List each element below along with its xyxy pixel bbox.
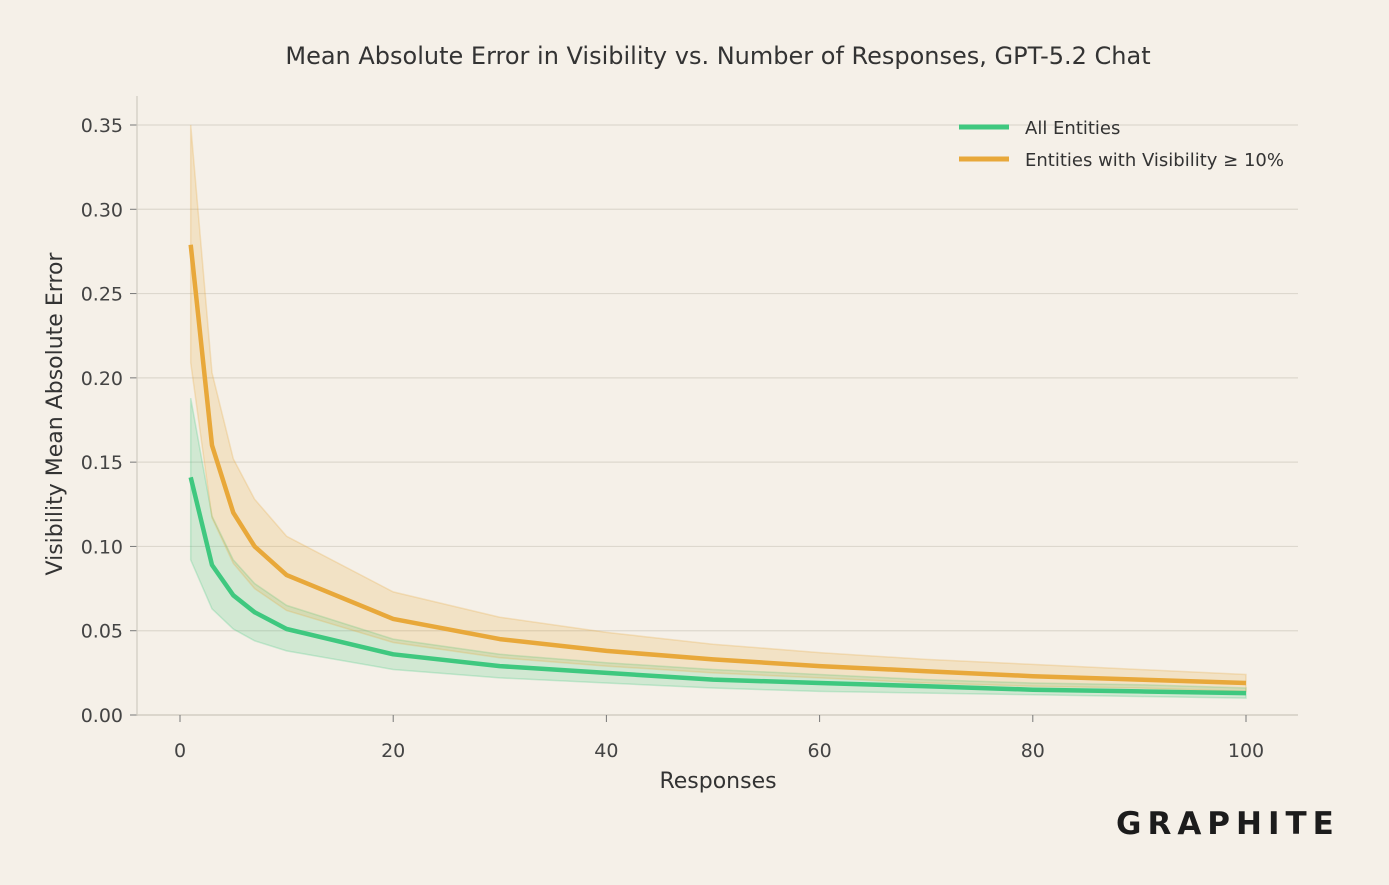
y-tick-label: 0.05 [81, 621, 123, 643]
y-tick-label: 0.15 [81, 452, 123, 474]
x-tick-label: 100 [1228, 740, 1264, 762]
confidence-band-visibility-10pct [189, 124, 1247, 693]
x-tick-label: 0 [174, 740, 186, 762]
x-tick-label: 60 [808, 740, 832, 762]
y-axis-label: Visibility Mean Absolute Error [43, 252, 68, 576]
y-tick-label: 0.30 [81, 199, 123, 221]
y-tick-label: 0.20 [81, 368, 123, 390]
grid-lines [137, 124, 1298, 716]
legend-label: All Entities [1025, 118, 1120, 139]
legend-label: Entities with Visibility ≥ 10% [1025, 150, 1284, 171]
axes: 0.00 0.05 0.10 0.15 0.20 0.25 0.30 0.35 0 20 40 60 8… [81, 96, 1298, 762]
y-tick-label: 0.00 [81, 705, 123, 727]
series-line-visibility-10pct [188, 244, 1247, 686]
confidence-bands [189, 124, 1247, 699]
series-line-all-entities [188, 476, 1247, 696]
y-tick-label: 0.10 [81, 536, 123, 558]
x-tick-label: 80 [1021, 740, 1045, 762]
x-axis-label: Responses [659, 769, 776, 794]
x-tick-label: 20 [381, 740, 405, 762]
graphite-logo: GRAPHITE [1116, 806, 1340, 842]
x-tick-label: 40 [594, 740, 618, 762]
legend: All Entities Entities with Visibility ≥ 1… [959, 118, 1284, 171]
y-tick-label: 0.25 [81, 284, 123, 306]
chart-title: Mean Absolute Error in Visibility vs. Nu… [285, 42, 1150, 70]
y-tick-label: 0.35 [81, 115, 123, 137]
confidence-band-all-entities [189, 397, 1247, 699]
series-lines [188, 244, 1247, 696]
